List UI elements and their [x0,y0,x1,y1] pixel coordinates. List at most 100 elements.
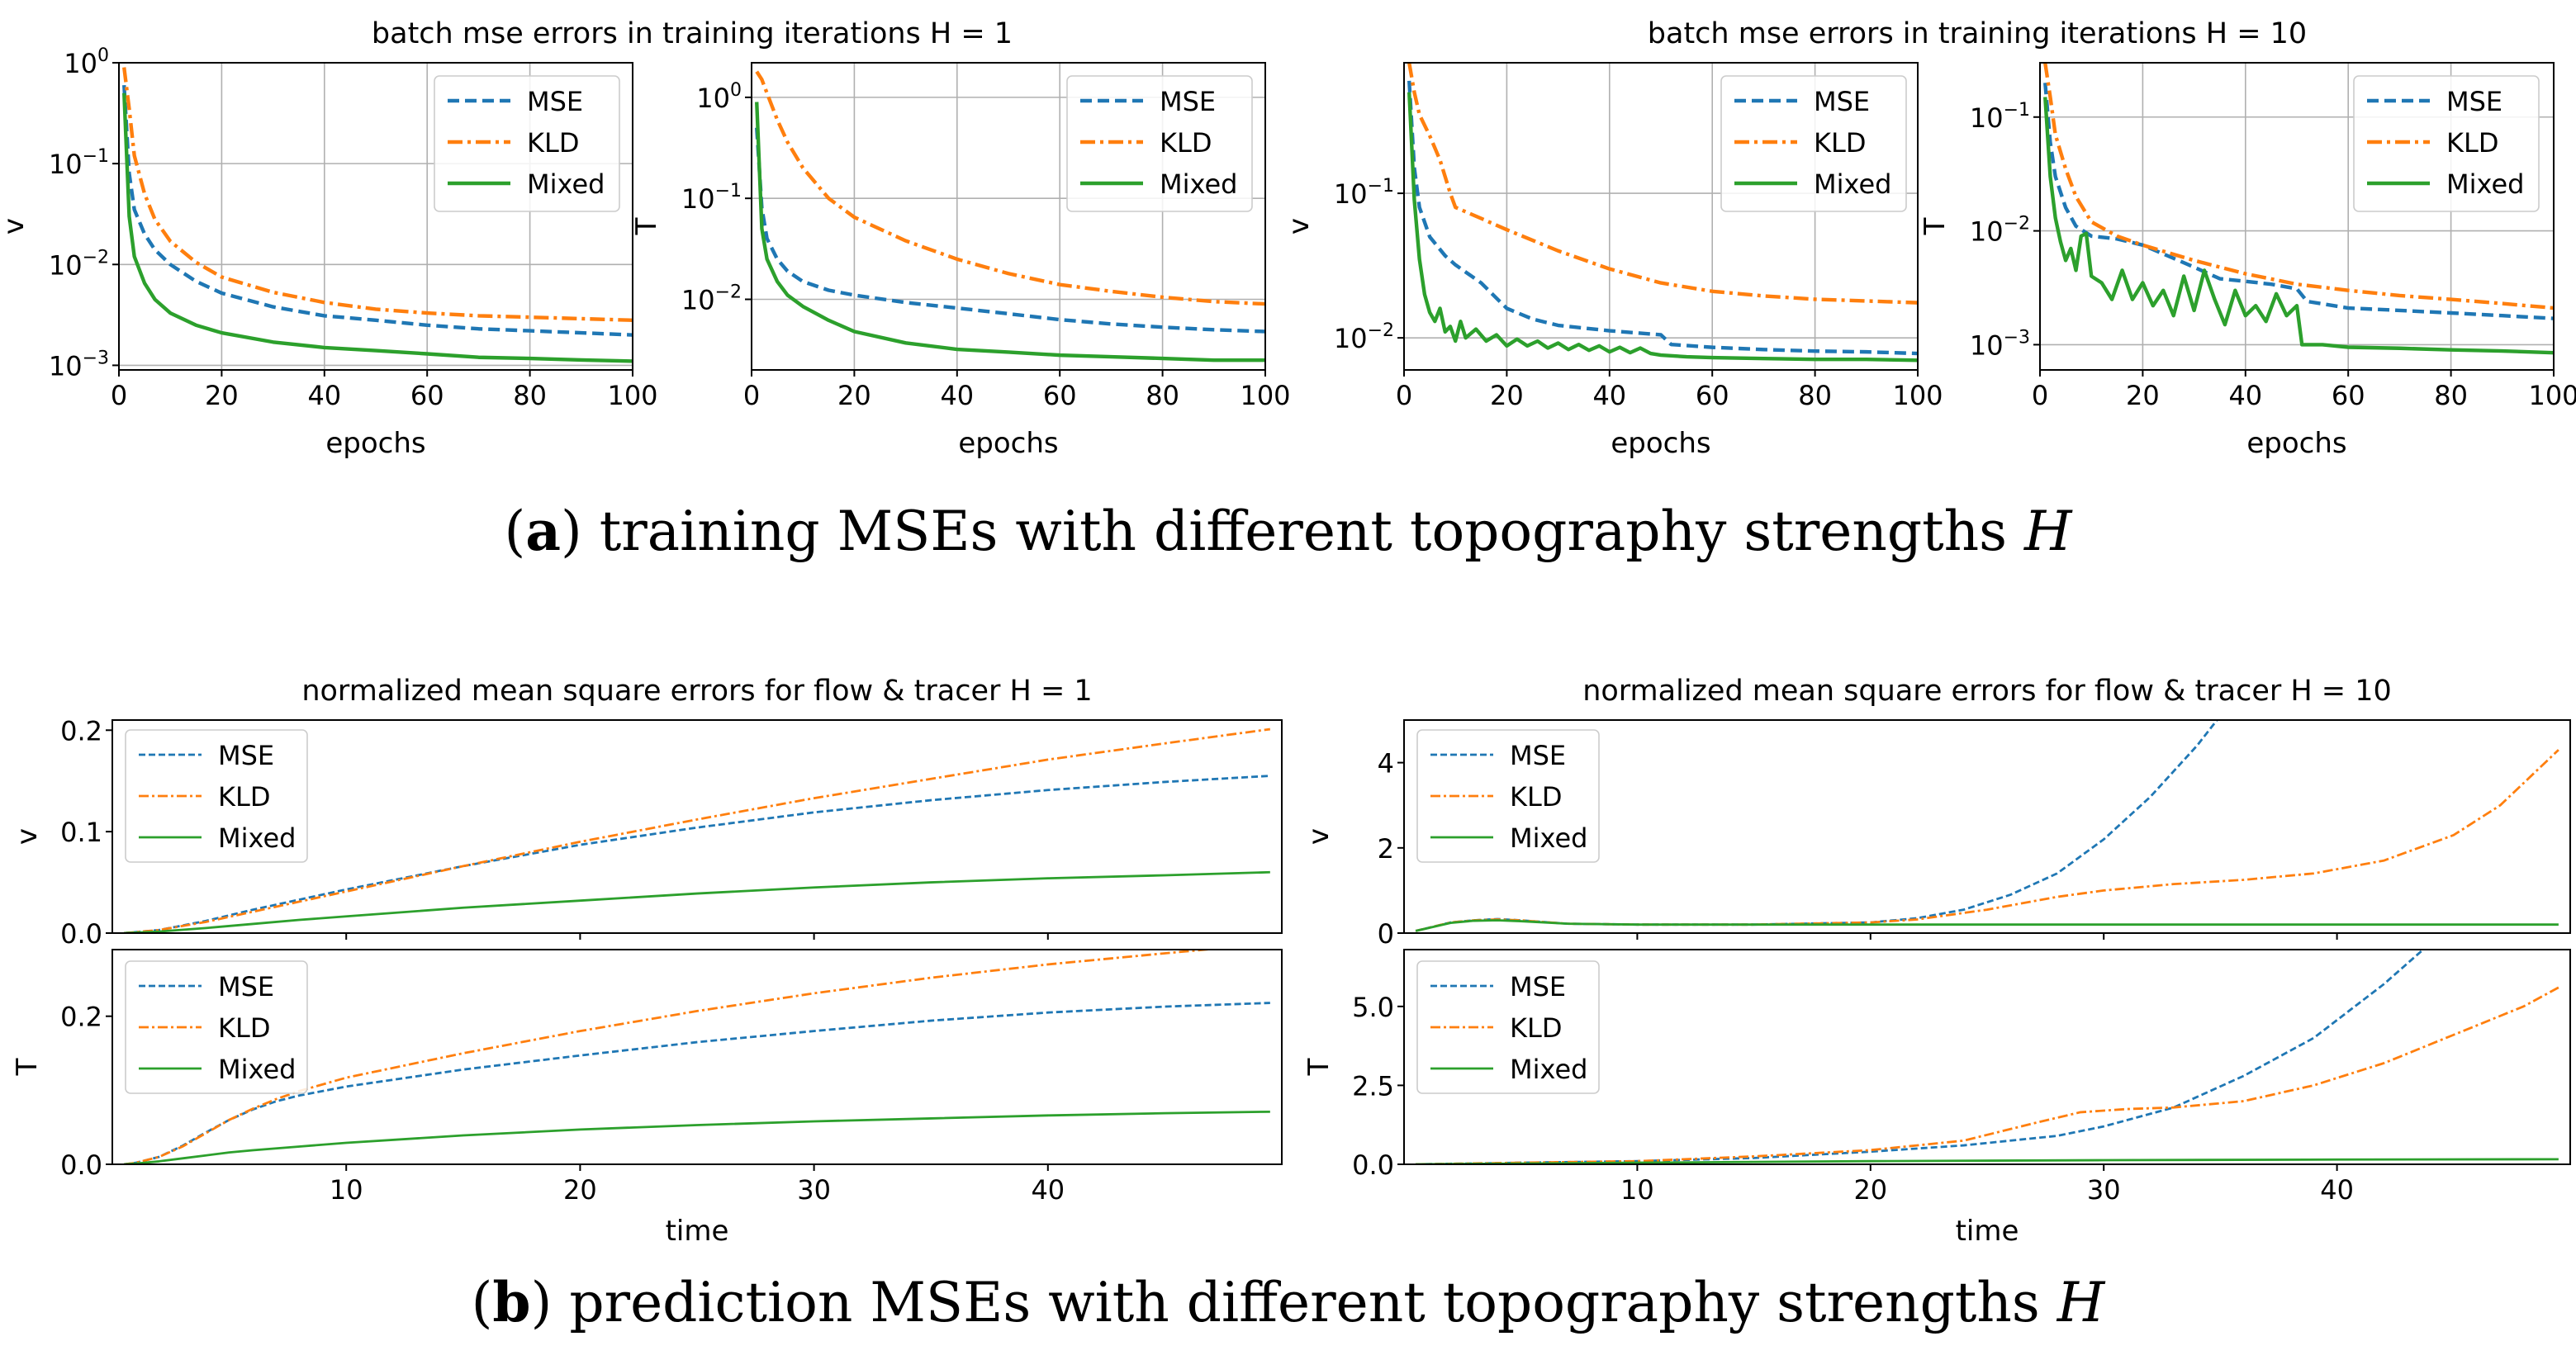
y-tick-label: 2 [1378,833,1394,865]
x-tick-label: 80 [1146,380,1179,411]
series-line-mixed [755,102,1265,363]
caption-b-label: b [492,1270,531,1334]
legend-label-mse: MSE [1510,740,1566,771]
series-line-mse [1407,80,1918,356]
series-line-mixed [124,870,1270,933]
caption-a-label: a [525,499,561,563]
x-tick-label: 20 [1853,1174,1887,1206]
y-tick-label: 2.5 [1352,1070,1394,1102]
series-line-kld [124,727,1271,933]
caption-b-var: H [2057,1271,2105,1334]
y-tick-exponent: −2 [1368,320,1394,341]
series-line-mixed [1407,92,1918,363]
legend-box [2353,75,2540,212]
y-tick-base: 10 [49,350,83,381]
caption-a-text: training MSEs with different topography … [599,500,2007,563]
x-tick-label: 20 [2126,380,2160,411]
y-tick-exponent: −2 [2004,214,2030,235]
y-tick-label: 10−1 [49,146,109,180]
x-tick-label: 80 [2434,380,2468,411]
y-tick-base: 10 [1970,216,2004,248]
y-tick-label: 10−3 [1970,327,2030,361]
y-tick-label: 5.0 [1352,992,1394,1023]
y-tick-exponent: −2 [715,282,742,303]
legend-box [434,75,620,212]
y-tick-exponent: −3 [2004,327,2030,348]
legend-label-mixed: Mixed [1510,822,1587,854]
y-tick-label: 10−2 [49,247,109,281]
caption-a: (a) training MSEs with different topogra… [504,499,2072,563]
chart-title: normalized mean square errors for flow &… [1582,675,2392,708]
series-line-mixed [122,92,633,363]
chart-title: batch mse errors in training iterations … [372,17,1013,50]
legend-label-mixed: Mixed [1160,168,1237,200]
legend-box [125,960,308,1094]
y-tick-exponent: 0 [97,45,109,66]
legend-label-mixed: Mixed [1814,168,1891,200]
x-axis-label: time [666,1215,729,1248]
legend-label-kld: KLD [527,127,579,159]
legend-label-mse: MSE [218,971,274,1002]
y-tick-label: 100 [696,80,742,114]
legend-label-mixed: Mixed [218,1054,296,1085]
x-tick-label: 40 [307,380,341,411]
y-axis-label: T [630,217,663,235]
legend-label-kld: KLD [1160,127,1212,159]
y-tick-base: 10 [696,83,730,114]
y-tick-label: 0.0 [1352,1149,1394,1181]
panel-train-h10-t: 10−310−210−1 [1970,62,2555,377]
x-tick-label: 10 [330,1174,363,1206]
caption-b: (b) prediction MSEs with different topog… [471,1270,2105,1334]
legend-label-mse: MSE [527,86,583,117]
y-axis-label: v [1283,218,1316,235]
legend-label-mse: MSE [1510,971,1566,1002]
y-tick-label: 100 [64,45,109,79]
axes-frame [751,62,1266,371]
x-tick-label: 30 [797,1174,831,1206]
panel-pred-h10-v: 0 2 4 [1378,719,2571,950]
x-tick-label: 40 [1592,380,1626,411]
series-line-kld [1416,986,2559,1164]
panel-train-h10-v: 10−2 10−1 [1334,62,1919,377]
y-tick-base: 10 [49,249,83,281]
axes-frame [111,719,1283,934]
chart-title: batch mse errors in training iterations … [1648,17,2307,50]
chart-title: normalized mean square errors for flow &… [301,675,1092,708]
series-line-kld [2043,63,2554,310]
y-axis-label: T [1302,1058,1335,1076]
y-tick-exponent: −3 [83,348,109,368]
y-tick-label: 4 [1378,748,1394,780]
y-tick-exponent: −2 [83,247,109,268]
y-tick-exponent: 0 [730,80,742,101]
y-tick-base: 10 [681,183,715,215]
series-line-kld [123,950,1218,1164]
legend-label-kld: KLD [1814,127,1866,159]
x-tick-label: 60 [2332,380,2365,411]
x-axis-label: epochs [1611,427,1710,460]
legend-label-kld: KLD [218,781,270,813]
x-axis-label: epochs [2246,427,2346,460]
legend-label-mse: MSE [218,740,274,771]
series-line-mse [755,127,1265,334]
y-tick-base: 10 [1970,329,2004,361]
x-tick-label: 100 [1892,380,1943,411]
series-line-kld [1415,749,2559,932]
legend-label-kld: KLD [1510,1012,1562,1044]
y-tick-label: 10−1 [1334,176,1394,210]
y-tick-base: 10 [1970,102,2004,134]
panel-pred-h1-t: 0.0 0.2 [60,949,1283,1181]
y-tick-base: 10 [1334,323,1368,354]
y-tick-label: 0.2 [60,1002,102,1033]
legend-label-mse: MSE [2446,86,2502,117]
y-tick-label: 0.2 [60,715,102,746]
x-tick-label: 30 [2087,1174,2121,1206]
x-tick-label: 40 [2320,1174,2354,1206]
x-axis-label: time [1956,1215,2019,1248]
y-tick-base: 10 [49,149,83,180]
series-line-kld [755,70,1265,306]
panel-pred-h10-t: 0.0 2.5 5.0 [1352,949,2571,1181]
x-tick-label: 60 [1696,380,1729,411]
